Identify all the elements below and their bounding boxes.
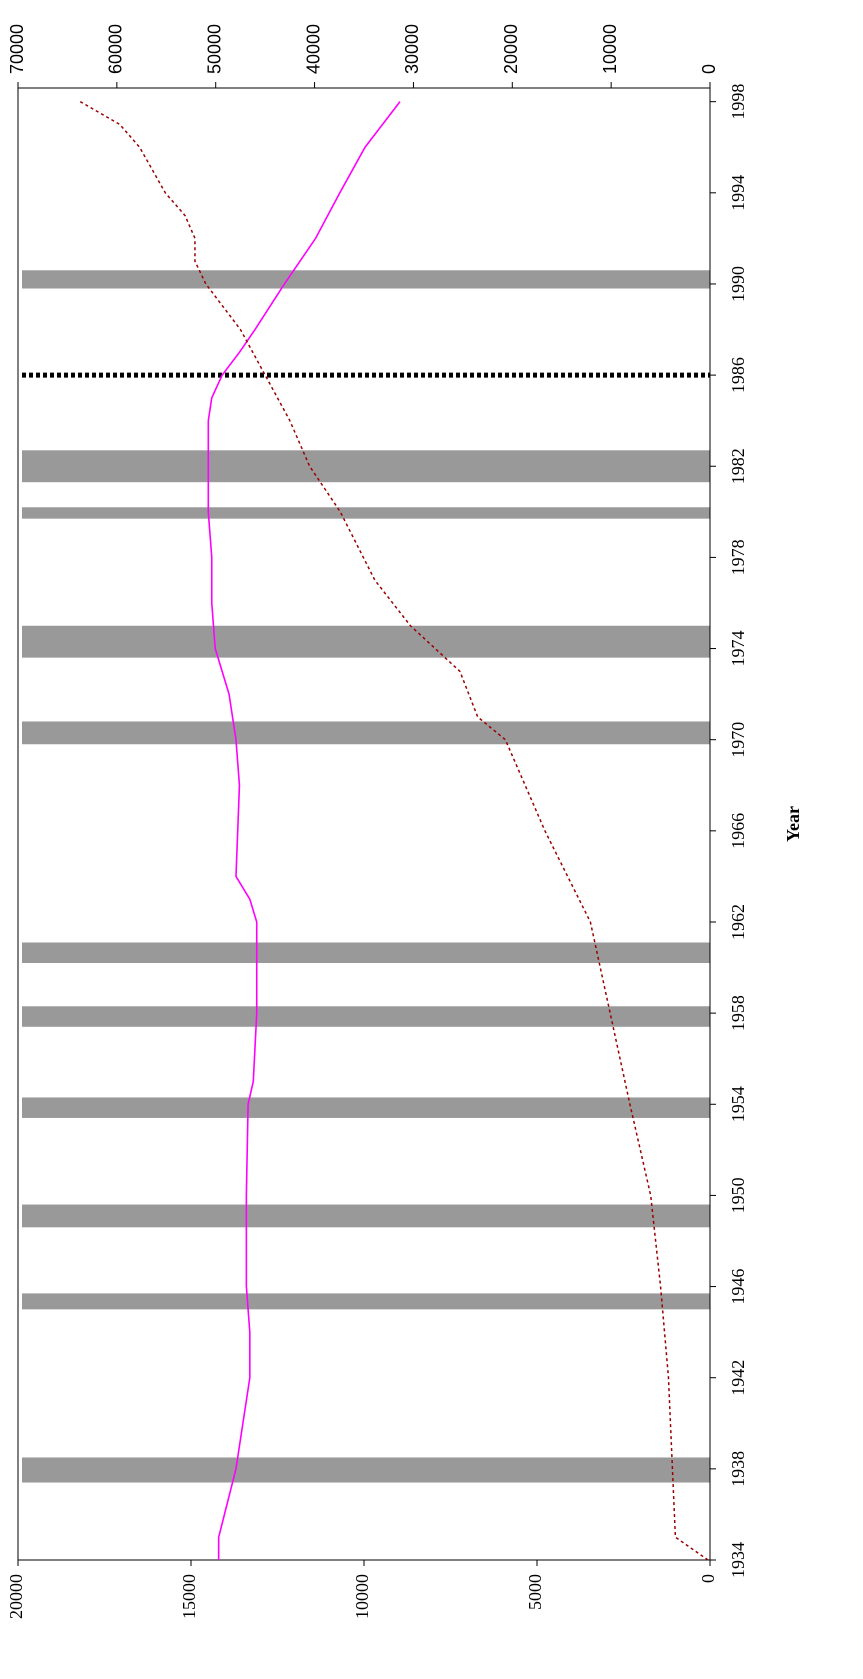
y2-tick-label: 30000 (402, 24, 422, 74)
shaded-period (22, 270, 710, 289)
x-tick-label: 1994 (728, 175, 748, 211)
series-line (79, 101, 709, 1561)
y-tick-label: 0 (698, 1574, 718, 1583)
y2-tick-label: 0 (699, 64, 719, 74)
shaded-period (22, 450, 710, 483)
y-tick-label: 10000 (352, 1574, 372, 1619)
y2-tick-label: 60000 (106, 24, 126, 74)
x-tick-label: 1938 (728, 1451, 748, 1487)
y2-tick-label: 70000 (7, 24, 27, 74)
x-tick-label: 1934 (728, 1542, 748, 1578)
shaded-period (22, 1293, 710, 1310)
x-tick-label: 1982 (728, 448, 748, 484)
shaded-period (22, 1097, 710, 1118)
y2-tick-label: 50000 (204, 24, 224, 74)
y-tick-label: 20000 (6, 1574, 26, 1619)
shaded-period (22, 1457, 710, 1483)
x-tick-label: 1942 (728, 1360, 748, 1396)
y2-tick-label: 20000 (501, 24, 521, 74)
shaded-period (22, 1006, 710, 1027)
x-tick-label: 1970 (728, 722, 748, 758)
shaded-period (22, 625, 710, 658)
x-tick-label: 1978 (728, 539, 748, 575)
series-line (207, 101, 401, 1560)
x-tick-label: 1958 (728, 995, 748, 1031)
x-tick-label: 1950 (728, 1177, 748, 1213)
x-tick-label: 1990 (728, 266, 748, 302)
shaded-period (22, 721, 710, 745)
y2-tick-label: 10000 (600, 24, 620, 74)
x-tick-label: 1998 (728, 84, 748, 120)
y-tick-label: 15000 (179, 1574, 199, 1619)
plot-frame (17, 87, 711, 1561)
x-tick-label: 1974 (728, 631, 748, 667)
x-tick-label: 1966 (728, 813, 748, 849)
x-tick-label: 1946 (728, 1269, 748, 1305)
x-tick-label: 1962 (728, 904, 748, 940)
shaded-period (22, 1204, 710, 1228)
shaded-period (22, 942, 710, 963)
x-tick-label: 1986 (728, 357, 748, 393)
y-tick-label: 5000 (525, 1574, 545, 1610)
x-tick-label: 1954 (728, 1086, 748, 1122)
x-axis-title: Year (783, 806, 803, 842)
shaded-period (22, 507, 710, 519)
y2-tick-label: 40000 (303, 24, 323, 74)
